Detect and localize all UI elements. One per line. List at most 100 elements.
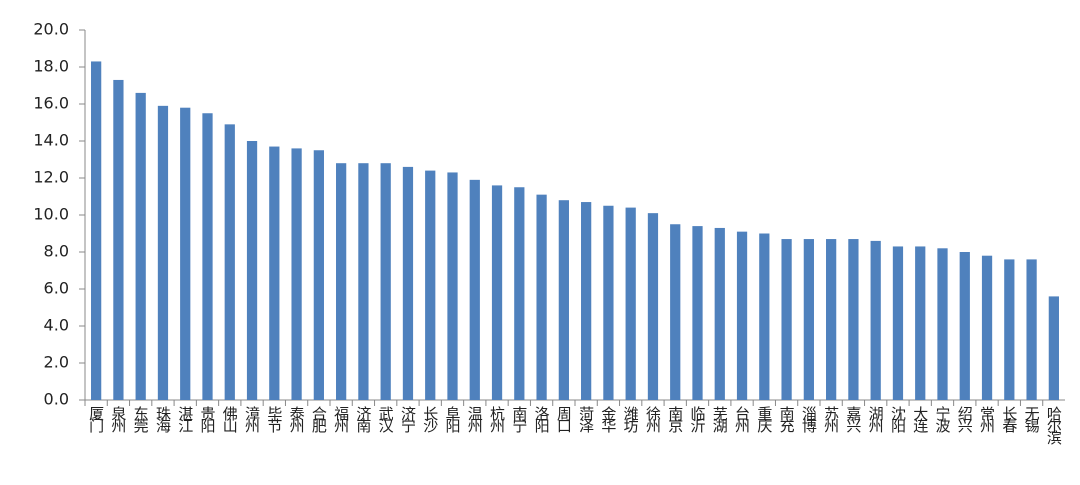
x-tick-label: 济南 [354, 406, 372, 433]
x-tick-label: 贵阳 [199, 406, 217, 433]
x-tick-label: 东莞 [132, 406, 150, 434]
x-tick-label: 沈阳 [889, 406, 907, 433]
bar [469, 179, 480, 400]
bar [135, 92, 146, 401]
x-tick-label: 南充 [778, 406, 796, 433]
bar [425, 170, 436, 400]
x-tick-label: 无锡 [1023, 406, 1041, 433]
bar [981, 255, 993, 400]
y-tick-label: 12.0 [33, 168, 69, 187]
x-tick-label: 湛江 [176, 406, 194, 433]
bar [91, 61, 102, 400]
bar [269, 146, 280, 400]
y-tick-label: 8.0 [44, 242, 69, 261]
x-tick-label: 淄博 [800, 406, 818, 433]
bar [202, 113, 213, 400]
x-tick-label: 南京 [666, 406, 684, 434]
bar [558, 200, 569, 400]
x-tick-label: 绍兴 [956, 406, 974, 433]
x-tick-label: 杭州 [488, 406, 506, 433]
bar [714, 227, 725, 400]
bar [915, 246, 926, 400]
bar [536, 194, 547, 400]
bar [759, 233, 770, 400]
bar [581, 202, 592, 400]
bar [647, 213, 659, 400]
bar [491, 185, 503, 400]
y-tick-label: 0.0 [44, 390, 69, 409]
x-tick-label: 福州 [332, 406, 350, 433]
bar [336, 163, 347, 400]
x-tick-label: 台州 [733, 406, 751, 433]
y-tick-label: 2.0 [44, 353, 69, 372]
x-tick-label: 武汉 [377, 406, 395, 433]
x-tick-label: 潍坊 [622, 406, 640, 434]
bar [514, 187, 525, 400]
x-tick-label: 嘉兴 [844, 406, 862, 433]
bar [1048, 296, 1059, 400]
bar [870, 240, 881, 400]
x-tick-label: 哈尔滨 [1045, 406, 1063, 445]
x-tick-label: 苏州 [822, 406, 840, 433]
bar [358, 163, 369, 400]
x-tick-label: 芜湖 [711, 406, 729, 434]
bar [246, 141, 258, 400]
x-tick-label: 南宁 [510, 406, 528, 433]
y-tick-label: 6.0 [44, 279, 69, 298]
bar [1026, 259, 1037, 400]
x-tick-label: 周口 [555, 406, 573, 433]
x-tick-label: 泉州 [109, 406, 127, 433]
bar [692, 226, 703, 400]
bar [803, 239, 814, 400]
bar [291, 148, 302, 400]
x-tick-label: 湖州 [867, 406, 885, 433]
x-tick-label: 合肥 [310, 406, 328, 434]
bar [313, 150, 324, 400]
y-tick-label: 16.0 [33, 94, 69, 113]
bar [157, 105, 169, 400]
bar [447, 172, 458, 400]
x-tick-label: 洛阳 [533, 406, 551, 433]
y-tick-label: 4.0 [44, 316, 69, 335]
bar [180, 107, 191, 400]
y-tick-label: 10.0 [33, 205, 69, 224]
x-tick-label: 重庆 [755, 406, 773, 433]
x-tick-label: 佛山 [221, 406, 239, 433]
x-tick-label: 毕节 [265, 406, 283, 433]
bar [1004, 259, 1015, 400]
bar [625, 207, 636, 400]
x-tick-label: 长春 [1000, 406, 1018, 433]
x-tick-label: 阜阳 [444, 406, 462, 433]
y-tick-label: 18.0 [33, 57, 69, 76]
x-tick-label: 常州 [978, 406, 996, 433]
x-tick-label: 徐州 [644, 406, 662, 433]
x-tick-label: 温州 [466, 406, 484, 433]
x-tick-label: 菏泽 [577, 406, 595, 433]
bar [603, 205, 614, 400]
bar [113, 79, 124, 400]
x-tick-label: 金华 [599, 406, 617, 433]
bar [848, 239, 859, 400]
x-tick-label: 大连 [911, 406, 929, 434]
bar [402, 166, 414, 400]
x-tick-label: 珠海 [154, 406, 172, 433]
bar [937, 248, 948, 400]
x-tick-label: 长沙 [421, 406, 439, 433]
y-tick-label: 20.0 [33, 20, 69, 39]
x-tick-label: 临沂 [689, 406, 707, 433]
bar [826, 239, 837, 400]
x-tick-label: 厦门 [87, 406, 105, 434]
x-tick-label: 宁波 [934, 406, 952, 433]
x-tick-label: 泰州 [288, 406, 306, 433]
bar [380, 163, 391, 400]
bar [781, 239, 792, 400]
bar [892, 246, 904, 400]
bar [670, 224, 681, 400]
x-tick-label: 漳州 [243, 405, 261, 433]
x-tick-label: 济宁 [399, 406, 417, 433]
y-tick-label: 14.0 [33, 131, 69, 150]
bar [224, 124, 235, 400]
bar [959, 252, 970, 400]
